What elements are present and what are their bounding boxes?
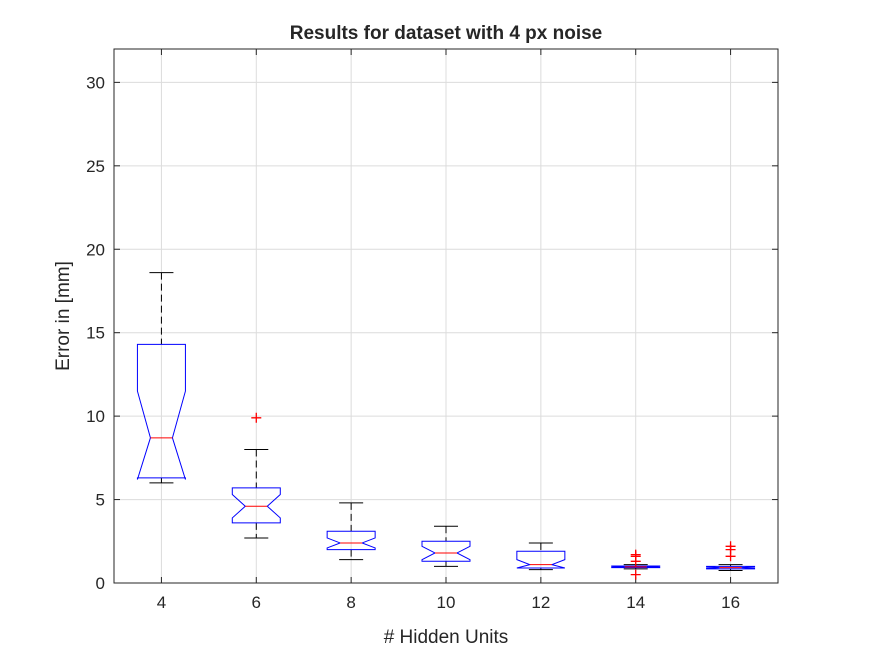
y-tick-label: 25 (86, 157, 105, 176)
y-axis-label: Error in [mm] (53, 261, 74, 371)
x-tick-labels: 4 6 8 10 12 14 16 (157, 593, 740, 612)
box-12 (516, 542, 566, 571)
notched-box (136, 343, 186, 480)
notched-box (231, 487, 281, 524)
box-8 (326, 502, 376, 561)
x-axis-label: # Hidden Units (384, 627, 509, 648)
notched-box (421, 540, 471, 562)
box-14 (611, 549, 661, 580)
plot-frame (113, 48, 779, 584)
y-tick-label: 0 (96, 574, 105, 593)
notched-box (611, 565, 661, 569)
outlier-marker (630, 549, 641, 560)
chart-title: Results for dataset with 4 px noise (290, 23, 603, 44)
y-tick-label: 10 (86, 407, 105, 426)
y-tick-label: 20 (86, 240, 105, 259)
outlier-marker (725, 541, 736, 552)
x-tick-label: 14 (626, 593, 645, 612)
notched-box (516, 550, 566, 569)
boxes-layer (136, 272, 756, 580)
y-tick-labels: 0 5 10 15 20 25 30 (86, 73, 105, 593)
x-tick-label: 16 (721, 593, 740, 612)
x-tick-label: 10 (437, 593, 456, 612)
box-10 (421, 525, 471, 567)
y-tick-label: 5 (96, 491, 105, 510)
outlier-marker (630, 569, 641, 580)
box-6 (231, 412, 281, 539)
x-tick-label: 12 (531, 593, 550, 612)
notched-box (706, 565, 756, 570)
box-4 (136, 272, 186, 484)
y-tick-label: 30 (86, 73, 105, 92)
grid-layer (114, 49, 778, 584)
x-tick-label: 4 (157, 593, 166, 612)
box-16 (706, 541, 756, 571)
notched-box (326, 530, 376, 551)
x-tick-label: 8 (346, 593, 355, 612)
outlier-marker (251, 412, 262, 423)
y-tick-label: 15 (86, 324, 105, 343)
x-tick-label: 6 (252, 593, 261, 612)
